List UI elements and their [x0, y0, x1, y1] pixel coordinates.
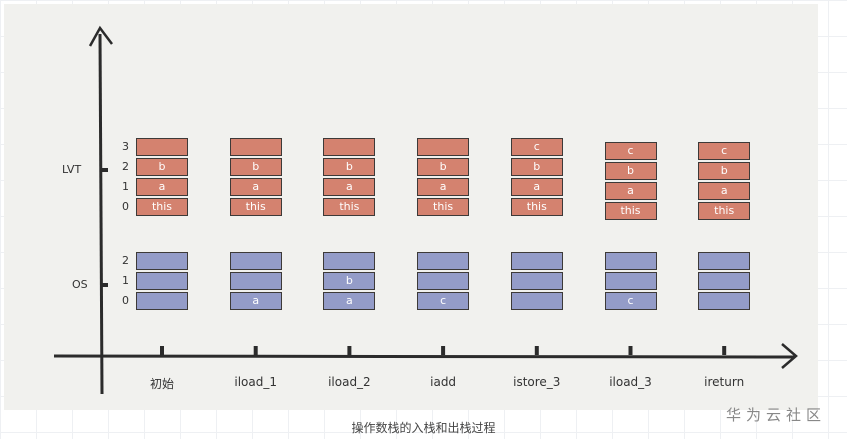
os-slot [229, 252, 282, 270]
os-axis-label: OS [72, 278, 88, 291]
lvt-slot [323, 138, 376, 156]
lvt-slot: a [323, 178, 376, 196]
diagram: LVT OS 3 2 1 0 2 1 0 this a b 初始 this a b a iload_1 this… [4, 4, 818, 410]
lvt-slot: this [229, 198, 282, 216]
lvt-slot [417, 138, 470, 156]
os-slot [323, 252, 376, 270]
os-slot [604, 272, 657, 290]
os-slot [417, 252, 470, 270]
lvt-slot [136, 138, 188, 156]
x-axis-arrow [781, 343, 798, 369]
lvt-slot: a [698, 182, 751, 200]
os-slot: c [604, 292, 657, 310]
lvt-slot: this [323, 198, 376, 216]
step-label: ireturn [704, 375, 745, 389]
lvt-slot: b [229, 158, 282, 176]
lvt-slot: this [417, 198, 470, 216]
lvt-slot: this [510, 198, 563, 216]
y-axis-arrow [88, 25, 113, 47]
os-slot: c [417, 292, 470, 310]
lvt-slot: c [604, 142, 657, 160]
step-label: iload_2 [328, 375, 371, 389]
step-label: iload_3 [609, 375, 652, 389]
lvt-slot: b [510, 158, 563, 176]
lvt-slot: this [136, 198, 188, 216]
x-tick [441, 346, 446, 355]
x-axis [53, 354, 795, 359]
caption: 操作数栈的入栈和出栈过程 [351, 421, 496, 435]
os-slot [136, 292, 188, 310]
os-slot: b [323, 272, 376, 290]
os-slot [698, 252, 751, 270]
lvt-axis-label: LVT [62, 163, 82, 176]
x-tick [347, 346, 352, 355]
step-label: iload_1 [234, 375, 277, 389]
os-slot [510, 252, 563, 270]
lvt-slot: b [604, 162, 657, 180]
os-slot [417, 272, 470, 290]
os-slot [510, 292, 563, 310]
step-label: iadd [430, 375, 457, 389]
os-slot [510, 272, 563, 290]
x-tick [253, 346, 258, 355]
os-slot [604, 252, 657, 270]
os-slot [136, 272, 188, 290]
lvt-slot: a [417, 178, 470, 196]
os-index: 0 [122, 294, 129, 307]
lvt-index: 1 [122, 180, 129, 193]
x-tick [534, 346, 539, 355]
os-index: 1 [122, 274, 129, 287]
lvt-slot [229, 138, 282, 156]
os-index: 2 [122, 254, 129, 267]
os-slot: a [323, 292, 376, 310]
watermark: 华为云社区 [726, 406, 827, 424]
lvt-index: 2 [122, 160, 129, 173]
lvt-slot: a [510, 178, 563, 196]
lvt-slot: c [510, 138, 563, 156]
lvt-slot: b [136, 158, 188, 176]
lvt-slot: b [417, 158, 470, 176]
lvt-slot: this [698, 202, 751, 220]
step-label: istore_3 [513, 375, 561, 389]
lvt-index: 3 [122, 140, 129, 153]
os-slot: a [229, 292, 282, 310]
lvt-slot: c [698, 142, 751, 160]
os-slot [136, 252, 188, 270]
lvt-slot: b [323, 158, 376, 176]
lvt-slot: a [229, 178, 282, 196]
lvt-slot: a [604, 182, 657, 200]
step-label: 初始 [149, 377, 174, 391]
x-tick [628, 346, 633, 355]
axes [53, 25, 798, 395]
x-tick [160, 346, 164, 355]
lvt-slot: b [698, 162, 751, 180]
y-axis [98, 33, 104, 395]
os-slot [698, 272, 751, 290]
os-slot [229, 272, 282, 290]
x-tick [722, 346, 727, 355]
lvt-slot: this [604, 202, 657, 220]
lvt-index: 0 [122, 200, 129, 213]
lvt-slot: a [136, 178, 188, 196]
os-slot [698, 292, 751, 310]
